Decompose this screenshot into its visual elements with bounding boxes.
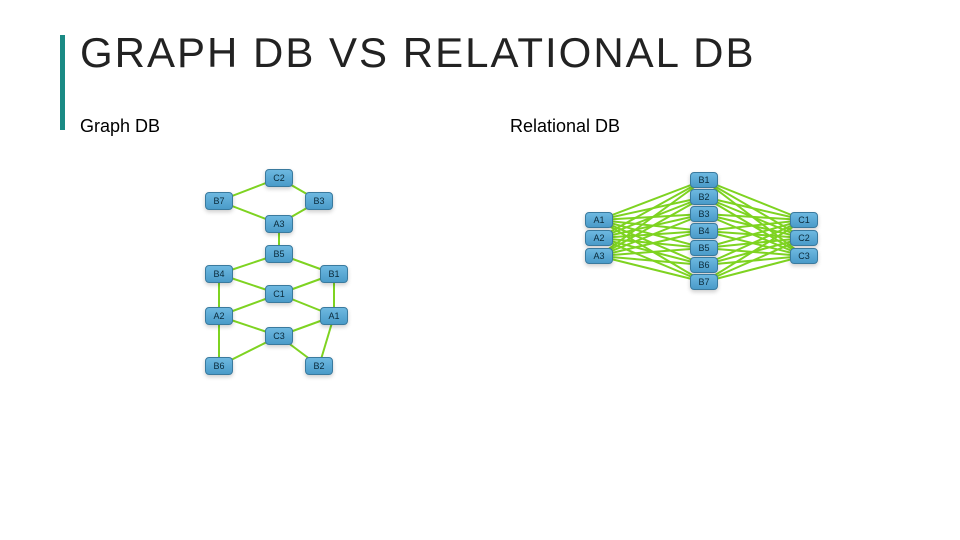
graph-node-b4: B4 [205,265,233,283]
graph-node-b1: B1 [320,265,348,283]
relational-node-b3: B3 [690,206,718,222]
relational-node-b6: B6 [690,257,718,273]
right-diagram-wrap: A1 A2 A3 B1B2B3B4B5B6B7 C1 C2 C3 [510,167,900,317]
left-column: Graph DB C2 B7 B3 A3 B5 B4 B1 C1 A2 A1 C3 B6 B2 [80,116,470,387]
right-subtitle: Relational DB [510,116,900,137]
relational-db-diagram: A1 A2 A3 B1B2B3B4B5B6B7 C1 C2 C3 [565,167,845,317]
relational-node-b7: B7 [690,274,718,290]
graph-node-c2: C2 [265,169,293,187]
relational-node-c1: C1 [790,212,818,228]
right-column: Relational DB A1 A2 A3 B1B2B3B4B5B6B7 C1 C2 C3 [510,116,900,387]
graph-node-c3: C3 [265,327,293,345]
relational-node-b5: B5 [690,240,718,256]
graph-edges [160,167,390,387]
graph-node-b3: B3 [305,192,333,210]
relational-node-b2: B2 [690,189,718,205]
columns: Graph DB C2B7B3A3B5B4B1C1A2A1C3B6B2 Rela… [80,116,900,387]
left-diagram-wrap: C2 B7 B3 A3 B5 B4 B1 C1 A2 A1 C3 B6 B2 [80,167,470,387]
graph-node-a3: A3 [265,215,293,233]
graph-node-b7: B7 [205,192,233,210]
relational-node-c2: C2 [790,230,818,246]
graph-node-a2: A2 [205,307,233,325]
graph-node-b2: B2 [305,357,333,375]
graph-node-a1: A1 [320,307,348,325]
relational-node-b4: B4 [690,223,718,239]
relational-node-a2: A2 [585,230,613,246]
graph-node-b6: B6 [205,357,233,375]
relational-node-b1: B1 [690,172,718,188]
accent-bar [60,35,65,130]
left-subtitle: Graph DB [80,116,470,137]
graph-db-diagram: C2 B7 B3 A3 B5 B4 B1 C1 A2 A1 C3 B6 B2 [160,167,390,387]
relational-node-c3: C3 [790,248,818,264]
slide-title: GRAPH DB VS RELATIONAL DB [80,30,900,76]
graph-node-c1: C1 [265,285,293,303]
graph-node-b5: B5 [265,245,293,263]
relational-node-a3: A3 [585,248,613,264]
relational-node-a1: A1 [585,212,613,228]
slide: GRAPH DB VS RELATIONAL DB Graph DB C2B7B… [0,0,960,540]
